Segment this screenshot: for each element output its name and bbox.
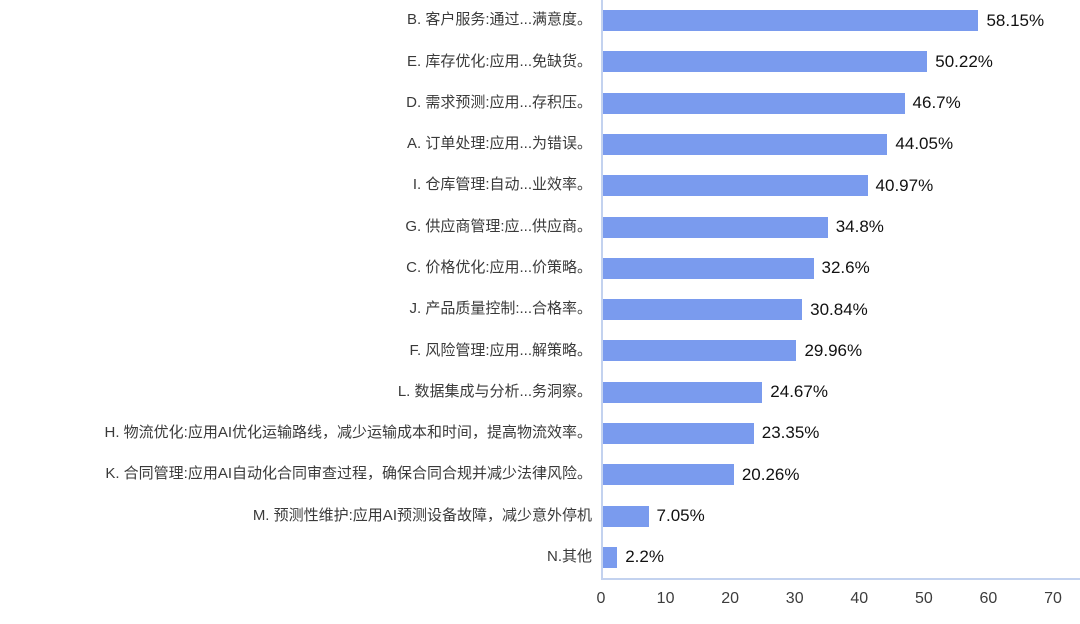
bar xyxy=(603,505,649,527)
category-label: G. 供应商管理:应...供应商。 xyxy=(405,217,592,235)
category-label: M. 预测性维护:应用AI预测设备故障，减少意外停机 xyxy=(252,506,592,524)
value-label: 32.6% xyxy=(821,258,870,278)
plot-cell: 32.6% xyxy=(601,247,1080,289)
plot-cell: 20.26% xyxy=(601,454,1080,496)
category-label: H. 物流优化:应用AI优化运输路线，减少运输成本和时间，提高物流效率。 xyxy=(104,424,592,442)
bar xyxy=(603,92,905,114)
category-label: K. 合同管理:应用AI自动化合同审查过程，确保合同合规并减少法律风险。 xyxy=(105,465,592,483)
chart-row: C. 价格优化:应用...价策略。 32.6% xyxy=(0,247,1080,289)
x-axis-tick-label: 40 xyxy=(850,590,869,607)
value-label: 29.96% xyxy=(804,340,863,360)
x-axis-tick-label: 70 xyxy=(1044,590,1062,607)
category-label: N.其他 xyxy=(546,547,592,565)
bar xyxy=(603,10,979,32)
plot-cell: 44.05% xyxy=(601,123,1080,166)
plot-cell: 2.2% xyxy=(601,536,1080,578)
bar xyxy=(603,257,814,279)
category-label: E. 库存优化:应用...免缺货。 xyxy=(406,52,592,70)
x-axis-tick-label: 20 xyxy=(721,590,740,607)
bar xyxy=(603,51,928,73)
chart-row: F. 风险管理:应用...解策略。 29.96% xyxy=(0,330,1080,372)
chart-row: G. 供应商管理:应...供应商。 34.8% xyxy=(0,206,1080,248)
value-label: 50.22% xyxy=(935,51,993,71)
category-label: B. 客户服务:通过...满意度。 xyxy=(406,11,592,29)
chart-row: A. 订单处理:应用...为错误。 44.05% xyxy=(0,123,1080,166)
value-label: 7.05% xyxy=(656,506,705,526)
value-label: 20.26% xyxy=(741,464,800,484)
x-axis-tick-label: 10 xyxy=(656,590,675,607)
category-label: D. 需求预测:应用...存积压。 xyxy=(406,93,592,111)
bar xyxy=(603,422,754,444)
plot-cell: 7.05% xyxy=(601,495,1080,537)
bar xyxy=(603,175,868,197)
chart-row: H. 物流优化:应用AI优化运输路线，减少运输成本和时间，提高物流效率。 23.… xyxy=(0,412,1080,455)
chart-row: E. 库存优化:应用...免缺货。 50.22% xyxy=(0,41,1080,83)
plot-cell: 23.35% xyxy=(601,412,1080,455)
chart-row: D. 需求预测:应用...存积压。 46.7% xyxy=(0,82,1080,124)
bar xyxy=(603,381,763,403)
value-label: 34.8% xyxy=(835,217,884,237)
value-label: 23.35% xyxy=(761,423,820,443)
plot-cell: 58.15% xyxy=(601,0,1080,42)
value-label: 58.15% xyxy=(986,10,1045,30)
category-label: F. 风险管理:应用...解策略。 xyxy=(409,341,592,359)
plot-cell: 46.7% xyxy=(601,82,1080,124)
plot-cell: 40.97% xyxy=(601,165,1080,207)
value-label: 40.97% xyxy=(875,175,934,195)
plot-cell: 30.84% xyxy=(601,288,1080,331)
category-label: C. 价格优化:应用...价策略。 xyxy=(406,258,592,276)
chart-row: M. 预测性维护:应用AI预测设备故障，减少意外停机 7.05% xyxy=(0,495,1080,537)
bar xyxy=(603,299,803,321)
x-axis-tick-label: 50 xyxy=(914,590,933,607)
chart-row: N.其他 2.2% xyxy=(0,536,1080,578)
value-label: 30.84% xyxy=(810,299,868,319)
category-label: A. 订单处理:应用...为错误。 xyxy=(406,135,592,153)
plot-cell: 34.8% xyxy=(601,206,1080,248)
chart-row: L. 数据集成与分析...务洞察。 24.67% xyxy=(0,371,1080,413)
bar xyxy=(603,464,734,486)
chart-row: B. 客户服务:通过...满意度。 58.15% xyxy=(0,0,1080,42)
x-axis-tick-label: 30 xyxy=(785,590,804,607)
plot-cell: 24.67% xyxy=(601,371,1080,413)
value-label: 46.7% xyxy=(912,93,961,113)
category-label: J. 产品质量控制:...合格率。 xyxy=(409,300,592,318)
bar xyxy=(603,546,618,568)
plot-cell: 50.22% xyxy=(601,41,1080,83)
value-label: 24.67% xyxy=(770,382,828,402)
x-axis-tick-label: 0 xyxy=(596,590,606,607)
plot-cell: 29.96% xyxy=(601,330,1080,372)
chart-row: K. 合同管理:应用AI自动化合同审查过程，确保合同合规并减少法律风险。 20.… xyxy=(0,454,1080,496)
x-axis-tick-label: 60 xyxy=(979,590,998,607)
value-label: 2.2% xyxy=(625,547,664,567)
category-label: I. 仓库管理:自动...业效率。 xyxy=(412,176,592,194)
value-label: 44.05% xyxy=(895,134,954,154)
bar xyxy=(603,216,828,238)
bar xyxy=(603,133,888,155)
chart-row: I. 仓库管理:自动...业效率。 40.97% xyxy=(0,165,1080,207)
chart-rows: B. 客户服务:通过...满意度。 58.15% E. 库存优化:应用...免缺… xyxy=(0,0,1080,578)
bar xyxy=(603,340,797,362)
chart-row: J. 产品质量控制:...合格率。 30.84% xyxy=(0,288,1080,331)
x-axis: 0 10 20 30 40 50 60 70 xyxy=(597,578,1080,624)
category-label: L. 数据集成与分析...务洞察。 xyxy=(397,382,592,400)
